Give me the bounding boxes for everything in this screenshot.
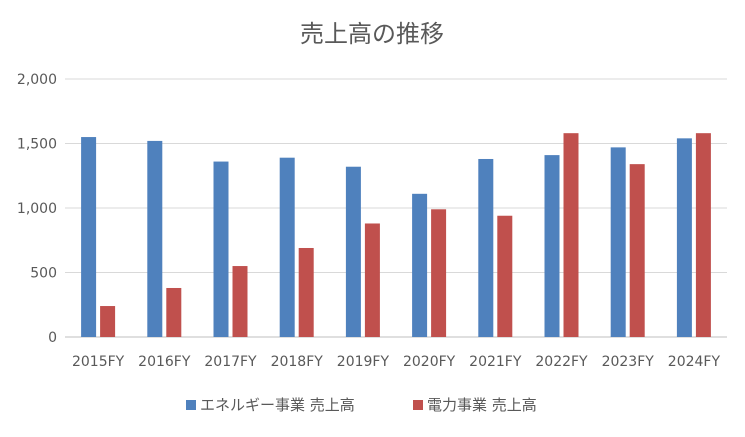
bar-power-2020FY (431, 209, 447, 337)
x-tick-label: 2016FY (138, 354, 191, 370)
legend-label: 電力事業 売上高 (427, 396, 537, 414)
y-tick-label: 1,500 (17, 137, 57, 153)
x-tick-label: 2015FY (72, 354, 125, 370)
y-tick-label: 1,000 (17, 201, 57, 217)
legend: エネルギー事業 売上高 電力事業 売上高 (186, 396, 537, 414)
legend-swatch (413, 400, 423, 410)
bar-energy-2023FY (610, 147, 626, 337)
legend-swatch (186, 400, 196, 410)
bar-power-2016FY (166, 287, 182, 337)
bar-power-2021FY (497, 215, 513, 337)
x-tick-label: 2019FY (337, 354, 390, 370)
x-tick-label: 2022FY (535, 354, 588, 370)
legend-label: エネルギー事業 売上高 (200, 396, 355, 414)
bar-energy-2017FY (213, 161, 229, 337)
bar-energy-2019FY (345, 166, 361, 337)
x-tick-label: 2023FY (602, 354, 655, 370)
bar-energy-2016FY (147, 140, 163, 337)
bar-power-2015FY (100, 306, 116, 337)
bar-power-2019FY (364, 223, 380, 337)
bar-energy-2022FY (544, 155, 560, 337)
x-tick-label: 2017FY (204, 354, 257, 370)
y-tick-label: 500 (30, 266, 57, 282)
gridlines (65, 78, 727, 338)
y-tick-label: 2,000 (17, 72, 57, 88)
bar-power-2023FY (629, 164, 645, 337)
bar-power-2018FY (298, 247, 314, 337)
y-tick-label: 0 (48, 330, 57, 346)
bar-energy-2024FY (676, 138, 692, 337)
x-tick-label: 2021FY (469, 354, 522, 370)
bar-energy-2018FY (279, 157, 295, 337)
x-tick-label: 2020FY (403, 354, 456, 370)
bar-energy-2015FY (81, 137, 97, 337)
bars (81, 133, 711, 337)
x-tick-label: 2018FY (271, 354, 324, 370)
bar-energy-2020FY (412, 193, 428, 337)
bar-energy-2021FY (478, 158, 494, 337)
chart-title: 売上高の推移 (300, 20, 444, 48)
bar-power-2017FY (232, 266, 248, 337)
x-tick-label: 2024FY (668, 354, 721, 370)
x-axis-tick-labels: 2015FY 2016FY 2017FY 2018FY 2019FY 2020FY 2021… (72, 354, 720, 370)
bar-power-2022FY (563, 133, 579, 337)
y-axis-tick-labels: 0 500 1,000 1,500 2,000 (17, 72, 57, 346)
bar-power-2024FY (695, 133, 711, 337)
